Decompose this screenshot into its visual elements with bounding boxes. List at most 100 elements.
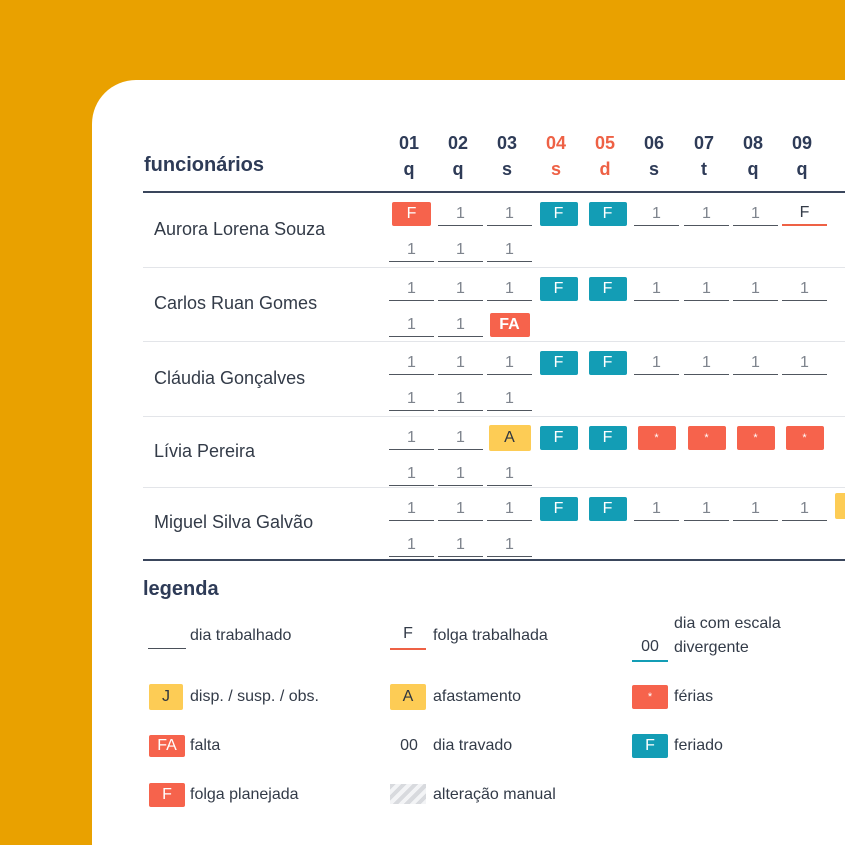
legend-holiday-symbol: F bbox=[632, 734, 668, 758]
schedule-cell-worked[interactable]: 1 bbox=[487, 238, 532, 262]
schedule-cell-worked[interactable]: 1 bbox=[389, 426, 434, 450]
schedule-cell-worked[interactable]: 1 bbox=[487, 277, 532, 301]
schedule-cell-worked[interactable]: 1 bbox=[733, 497, 778, 521]
schedule-cell-worked[interactable]: 1 bbox=[389, 497, 434, 521]
day-header-09: 09 q bbox=[782, 130, 822, 182]
legend-worked-day-label: dia trabalhado bbox=[190, 627, 292, 644]
schedule-cell-leave[interactable]: A bbox=[488, 425, 531, 451]
schedule-cell-worked[interactable]: 1 bbox=[438, 497, 483, 521]
day-header-01: 01 q bbox=[389, 130, 429, 182]
day-header-05: 05 d bbox=[585, 130, 625, 182]
employee-name[interactable]: Miguel Silva Galvão bbox=[154, 512, 314, 532]
schedule-cell-vacation[interactable]: * bbox=[687, 426, 726, 450]
schedule-cell-vacation[interactable]: * bbox=[736, 426, 775, 450]
schedule-cell-worked[interactable]: 1 bbox=[438, 426, 483, 450]
schedule-cell-worked[interactable]: 1 bbox=[389, 387, 434, 411]
schedule-cell-worked[interactable]: 1 bbox=[487, 497, 532, 521]
schedule-cell-worked[interactable]: 1 bbox=[634, 497, 679, 521]
schedule-cell-worked[interactable]: 1 bbox=[634, 351, 679, 375]
schedule-cell-worked[interactable]: 1 bbox=[438, 238, 483, 262]
schedule-cell-worked[interactable]: 1 bbox=[389, 238, 434, 262]
schedule-cell-worked[interactable]: 1 bbox=[634, 202, 679, 226]
schedule-cell-worked[interactable]: 1 bbox=[438, 202, 483, 226]
schedule-cell-worked[interactable]: 1 bbox=[782, 351, 827, 375]
schedule-cell-holiday[interactable]: F bbox=[539, 277, 578, 301]
schedule-cell-holiday[interactable]: F bbox=[588, 426, 627, 450]
schedule-cell-vacation[interactable]: * bbox=[637, 426, 676, 450]
day-number: 02 bbox=[447, 133, 469, 153]
schedule-cell-worked[interactable]: 1 bbox=[684, 277, 729, 301]
day-number: 01 bbox=[398, 133, 420, 153]
day-header-08: 08 q bbox=[733, 130, 773, 182]
legend-disp-symbol: J bbox=[149, 684, 183, 710]
employee-name[interactable]: Carlos Ruan Gomes bbox=[154, 293, 318, 313]
schedule-cell-worked[interactable]: 1 bbox=[389, 277, 434, 301]
schedule-cell-holiday[interactable]: F bbox=[539, 351, 578, 375]
schedule-cell-worked[interactable]: 1 bbox=[782, 497, 827, 521]
row-divider bbox=[143, 341, 845, 342]
day-header-03: 03 s bbox=[487, 130, 527, 182]
legend-divergent-line bbox=[632, 660, 668, 662]
legend-title: legenda bbox=[143, 578, 219, 600]
schedule-cell-worked[interactable]: 1 bbox=[438, 462, 483, 486]
day-weekday: q bbox=[747, 159, 759, 179]
schedule-cell-worked[interactable]: 1 bbox=[487, 462, 532, 486]
legend-leave-label: afastamento bbox=[433, 688, 522, 705]
employee-name[interactable]: Cláudia Gonçalves bbox=[154, 367, 306, 388]
schedule-cell-worked[interactable]: 1 bbox=[438, 277, 483, 301]
schedule-cell-worked[interactable]: 1 bbox=[733, 277, 778, 301]
schedule-cell-worked[interactable]: 1 bbox=[684, 497, 729, 521]
day-header-06: 06 s bbox=[634, 130, 674, 182]
schedule-cell-worked[interactable]: 1 bbox=[487, 202, 532, 226]
legend-disp-label: disp. / susp. / obs. bbox=[190, 688, 319, 705]
employees-column-title: funcionários bbox=[144, 154, 265, 176]
schedule-cell-holiday[interactable]: F bbox=[539, 497, 578, 521]
employee-name[interactable]: Aurora Lorena Souza bbox=[154, 218, 326, 239]
schedule-cell-worked[interactable]: 1 bbox=[389, 533, 434, 557]
schedule-cell-holiday[interactable]: F bbox=[588, 497, 627, 521]
schedule-cell-worked[interactable]: 1 bbox=[782, 277, 827, 301]
header-divider bbox=[143, 191, 845, 193]
schedule-cell-worked[interactable]: 1 bbox=[733, 202, 778, 226]
schedule-cell-vacation[interactable]: * bbox=[785, 426, 824, 450]
legend-worked-off-symbol: F bbox=[403, 625, 413, 642]
legend-worked-off-line bbox=[390, 648, 426, 650]
schedule-cell-worked[interactable]: 1 bbox=[438, 533, 483, 557]
schedule-cell-holiday[interactable]: F bbox=[539, 426, 578, 450]
schedule-cell-worked[interactable]: 1 bbox=[487, 533, 532, 557]
row-divider bbox=[143, 267, 845, 268]
legend-manual-label: alteração manual bbox=[433, 786, 556, 803]
schedule-cell-holiday[interactable]: F bbox=[588, 202, 627, 226]
schedule-cell-absence[interactable]: FA bbox=[489, 313, 530, 337]
schedule-cell-worked[interactable]: 1 bbox=[487, 351, 532, 375]
schedule-cell-holiday[interactable]: F bbox=[539, 202, 578, 226]
legend-vacation-symbol: * bbox=[632, 685, 668, 709]
day-number: 06 bbox=[643, 133, 665, 153]
schedule-cell-worked-off[interactable]: F bbox=[782, 202, 827, 226]
schedule-cell-worked[interactable]: 1 bbox=[438, 387, 483, 411]
legend-divergent-label-line1: dia com escala bbox=[674, 615, 781, 632]
schedule-cell-worked[interactable]: 1 bbox=[389, 462, 434, 486]
schedule-cell-worked[interactable]: 1 bbox=[634, 277, 679, 301]
schedule-cell-worked[interactable]: 1 bbox=[684, 351, 729, 375]
employee-name[interactable]: Lívia Pereira bbox=[154, 440, 256, 461]
day-number: 04 bbox=[545, 133, 567, 153]
schedule-cell-worked[interactable]: 1 bbox=[389, 313, 434, 337]
day-weekday: q bbox=[403, 159, 415, 179]
schedule-cell-planned-off[interactable]: F bbox=[392, 202, 431, 226]
schedule-cell-worked[interactable]: 1 bbox=[487, 387, 532, 411]
schedule-cell-disp-partial[interactable] bbox=[835, 493, 845, 519]
schedule-cell-holiday[interactable]: F bbox=[588, 351, 627, 375]
schedule-cell-worked[interactable]: 1 bbox=[733, 351, 778, 375]
schedule-cell-worked[interactable]: 1 bbox=[438, 313, 483, 337]
schedule-cell-worked[interactable]: 1 bbox=[389, 351, 434, 375]
legend-divergent-symbol: 00 bbox=[641, 638, 659, 655]
day-number: 07 bbox=[693, 133, 715, 153]
schedule-card: funcionários 01 q 02 q 03 s 04 s 05 d 06 s 07 t 08 q 09 q… bbox=[92, 80, 845, 845]
schedule-cell-worked[interactable]: 1 bbox=[438, 351, 483, 375]
legend-absence-label: falta bbox=[190, 737, 221, 754]
schedule-cell-worked[interactable]: 1 bbox=[684, 202, 729, 226]
schedule-cell-holiday[interactable]: F bbox=[588, 277, 627, 301]
legend-leave-symbol: A bbox=[390, 684, 426, 710]
day-weekday: q bbox=[796, 159, 808, 179]
